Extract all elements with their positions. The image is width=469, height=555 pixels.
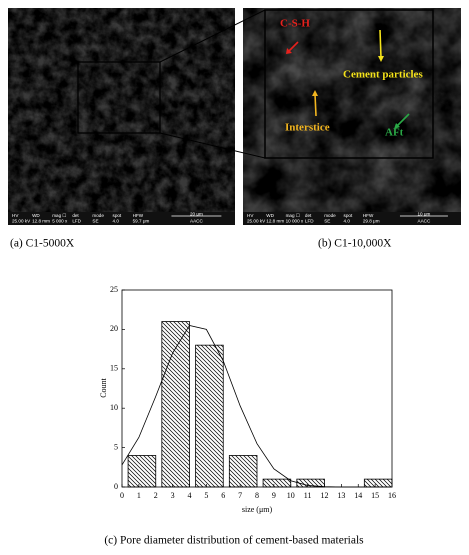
x-tick-label: 13 [337, 491, 345, 500]
x-tick-label: 12 [321, 491, 329, 500]
info-header: mode [324, 213, 336, 218]
bar [228, 455, 258, 488]
y-tick-label: 20 [110, 324, 118, 333]
x-tick-label: 14 [354, 491, 362, 500]
info-value: 29.8 μm [363, 219, 380, 224]
info-header: det [72, 213, 79, 218]
x-tick-label: 10 [287, 491, 295, 500]
scale-label: 10 μm [418, 212, 431, 217]
x-tick-label: 5 [204, 491, 208, 500]
info-header: mode [92, 213, 104, 218]
info-header: WD [266, 213, 274, 218]
annotation: AFt [385, 127, 404, 139]
bar [363, 478, 393, 488]
info-value: SE [324, 219, 330, 224]
x-tick-label: 6 [221, 491, 225, 500]
info-value: LFD [72, 219, 81, 224]
info-value: SE [92, 219, 98, 224]
info-header: spot [344, 213, 353, 218]
x-tick-label: 1 [137, 491, 141, 500]
y-tick-label: 10 [110, 403, 118, 412]
x-tick-label: 7 [238, 491, 242, 500]
bar [195, 344, 224, 488]
sem-texture [8, 8, 235, 212]
info-value: 25.00 kV [12, 219, 31, 224]
annotation: Cement particles [343, 69, 423, 81]
y-tick-label: 15 [110, 364, 118, 373]
info-bar [243, 212, 461, 225]
x-tick-label: 8 [255, 491, 259, 500]
info-value: 25.00 kV [247, 219, 266, 224]
lab-label: AACC [418, 219, 431, 224]
y-axis-label: Count [99, 377, 108, 397]
x-axis-label: size (μm) [242, 505, 273, 514]
bar [127, 455, 157, 488]
info-value: LFD [305, 219, 314, 224]
lab-label: AACC [190, 219, 203, 224]
bar [161, 321, 190, 488]
info-header: HV [12, 213, 19, 218]
info-header: mag ☐ [286, 213, 301, 218]
info-value: 5 000 x [52, 219, 68, 224]
connector [159, 132, 266, 159]
info-header: mag ☐ [52, 213, 67, 218]
y-tick-label: 0 [114, 482, 118, 491]
fit-curve [121, 325, 392, 488]
info-header: WD [32, 213, 40, 218]
x-tick-label: 3 [171, 491, 175, 500]
x-tick-label: 4 [188, 491, 192, 500]
info-value: 4.0 [344, 219, 351, 224]
zoom-box [77, 61, 161, 134]
annotation: C-S-H [280, 18, 310, 30]
x-tick-label: 16 [388, 491, 396, 500]
sem-texture [243, 8, 461, 212]
info-header: HFW [133, 213, 144, 218]
info-value: 12.8 mm [266, 219, 284, 224]
annotation: Interstice [285, 122, 330, 134]
info-value: 59.7 μm [133, 219, 150, 224]
x-tick-label: 11 [304, 491, 312, 500]
x-tick-label: 2 [154, 491, 158, 500]
y-tick-label: 25 [110, 285, 118, 294]
info-header: det [305, 213, 312, 218]
info-value: 4.0 [113, 219, 120, 224]
zoom-box [264, 9, 434, 159]
info-header: HFW [363, 213, 374, 218]
bar [262, 478, 292, 488]
connector [159, 9, 266, 63]
y-tick-label: 5 [114, 442, 118, 451]
caption: (b) C1-10,000X [318, 238, 392, 250]
x-tick-label: 0 [120, 491, 124, 500]
arrows [286, 29, 410, 129]
scale-label: 20 μm [190, 212, 203, 217]
x-tick-label: 9 [272, 491, 276, 500]
x-tick-label: 15 [371, 491, 379, 500]
bar [296, 478, 325, 488]
info-value: 10 000 x [286, 219, 304, 224]
info-header: HV [247, 213, 254, 218]
caption: (c) Pore diameter distribution of cement… [104, 535, 364, 547]
caption: (a) C1-5000X [10, 238, 75, 250]
info-bar [8, 212, 235, 225]
info-header: spot [113, 213, 122, 218]
info-value: 12.8 mm [32, 219, 50, 224]
